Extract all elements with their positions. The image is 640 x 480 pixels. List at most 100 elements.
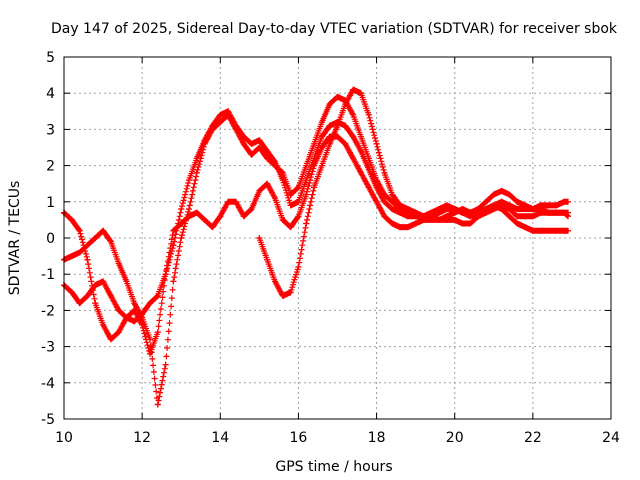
- data-point: [389, 198, 396, 205]
- data-series: [61, 86, 572, 408]
- data-point: [397, 224, 404, 231]
- data-point: [565, 227, 572, 234]
- data-point: [248, 140, 255, 147]
- y-tick-label: -4: [41, 376, 55, 392]
- data-point: [201, 137, 208, 144]
- data-point: [529, 227, 536, 234]
- data-point: [271, 158, 278, 165]
- data-point: [123, 278, 130, 285]
- data-point: [357, 169, 364, 176]
- data-point: [178, 220, 185, 227]
- data-point: [459, 220, 466, 227]
- data-point: [131, 307, 138, 314]
- data-point: [256, 137, 263, 144]
- data-point: [467, 209, 474, 216]
- data-point: [115, 307, 122, 314]
- data-point: [522, 224, 529, 231]
- data-point: [389, 191, 396, 198]
- data-point: [318, 162, 325, 169]
- data-point: [217, 111, 224, 118]
- data-point: [123, 314, 130, 321]
- data-point: [248, 151, 255, 158]
- data-point: [537, 209, 544, 216]
- data-point: [240, 140, 247, 147]
- data-point: [334, 122, 341, 129]
- chart-title: Day 147 of 2025, Sidereal Day-to-day VTE…: [51, 21, 618, 37]
- data-point: [428, 213, 435, 220]
- data-point: [342, 122, 349, 129]
- data-point: [373, 184, 380, 191]
- data-point: [436, 206, 443, 213]
- series-trace-3: [61, 133, 572, 357]
- data-point: [154, 329, 161, 336]
- data-point: [162, 361, 169, 368]
- data-point: [295, 184, 302, 191]
- data-point: [514, 198, 521, 205]
- data-point: [318, 119, 325, 126]
- data-point: [100, 278, 107, 285]
- data-point: [84, 256, 91, 263]
- data-point: [100, 321, 107, 328]
- data-point: [311, 162, 318, 169]
- data-point: [193, 155, 200, 162]
- data-point: [295, 263, 302, 270]
- data-point: [342, 101, 349, 108]
- data-point: [209, 224, 216, 231]
- x-tick-label: 12: [133, 430, 151, 446]
- data-point: [84, 292, 91, 299]
- data-point: [264, 180, 271, 187]
- data-point: [287, 191, 294, 198]
- data-point: [107, 238, 114, 245]
- x-axis-label: GPS time / hours: [275, 459, 392, 475]
- data-point: [373, 140, 380, 147]
- data-point: [565, 209, 572, 216]
- data-point: [381, 198, 388, 205]
- y-tick-label: 0: [46, 231, 55, 247]
- y-tick-label: 4: [46, 86, 55, 102]
- y-tick-label: 3: [46, 122, 55, 138]
- y-tick-label: -2: [41, 303, 55, 319]
- data-point: [193, 209, 200, 216]
- data-point: [154, 401, 161, 408]
- data-point: [139, 311, 146, 318]
- data-point: [162, 271, 169, 278]
- data-point: [514, 220, 521, 227]
- data-point: [303, 162, 310, 169]
- data-point: [545, 209, 552, 216]
- data-point: [186, 213, 193, 220]
- data-point: [506, 191, 513, 198]
- data-point: [404, 213, 411, 220]
- data-point: [389, 206, 396, 213]
- data-point: [350, 111, 357, 118]
- data-point: [107, 336, 114, 343]
- data-point: [287, 224, 294, 231]
- data-point: [100, 227, 107, 234]
- data-point: [264, 256, 271, 263]
- data-point: [357, 148, 364, 155]
- data-point: [404, 206, 411, 213]
- x-tick-label: 18: [368, 430, 386, 446]
- data-point: [92, 282, 99, 289]
- data-point: [201, 216, 208, 223]
- data-point: [139, 321, 146, 328]
- data-point: [240, 213, 247, 220]
- data-point: [467, 220, 474, 227]
- data-point: [451, 216, 458, 223]
- x-tick-label: 20: [446, 430, 464, 446]
- x-tick-label: 24: [602, 430, 620, 446]
- data-point: [350, 155, 357, 162]
- data-point: [350, 86, 357, 93]
- data-point: [482, 209, 489, 216]
- data-point: [498, 187, 505, 194]
- data-point: [256, 235, 263, 241]
- data-point: [326, 101, 333, 108]
- data-point: [475, 213, 482, 220]
- data-point: [475, 206, 482, 213]
- data-point: [553, 202, 560, 209]
- y-tick-label: 2: [46, 159, 55, 175]
- x-tick-label: 22: [524, 430, 542, 446]
- data-point: [514, 213, 521, 220]
- data-point: [506, 206, 513, 213]
- data-point: [217, 213, 224, 220]
